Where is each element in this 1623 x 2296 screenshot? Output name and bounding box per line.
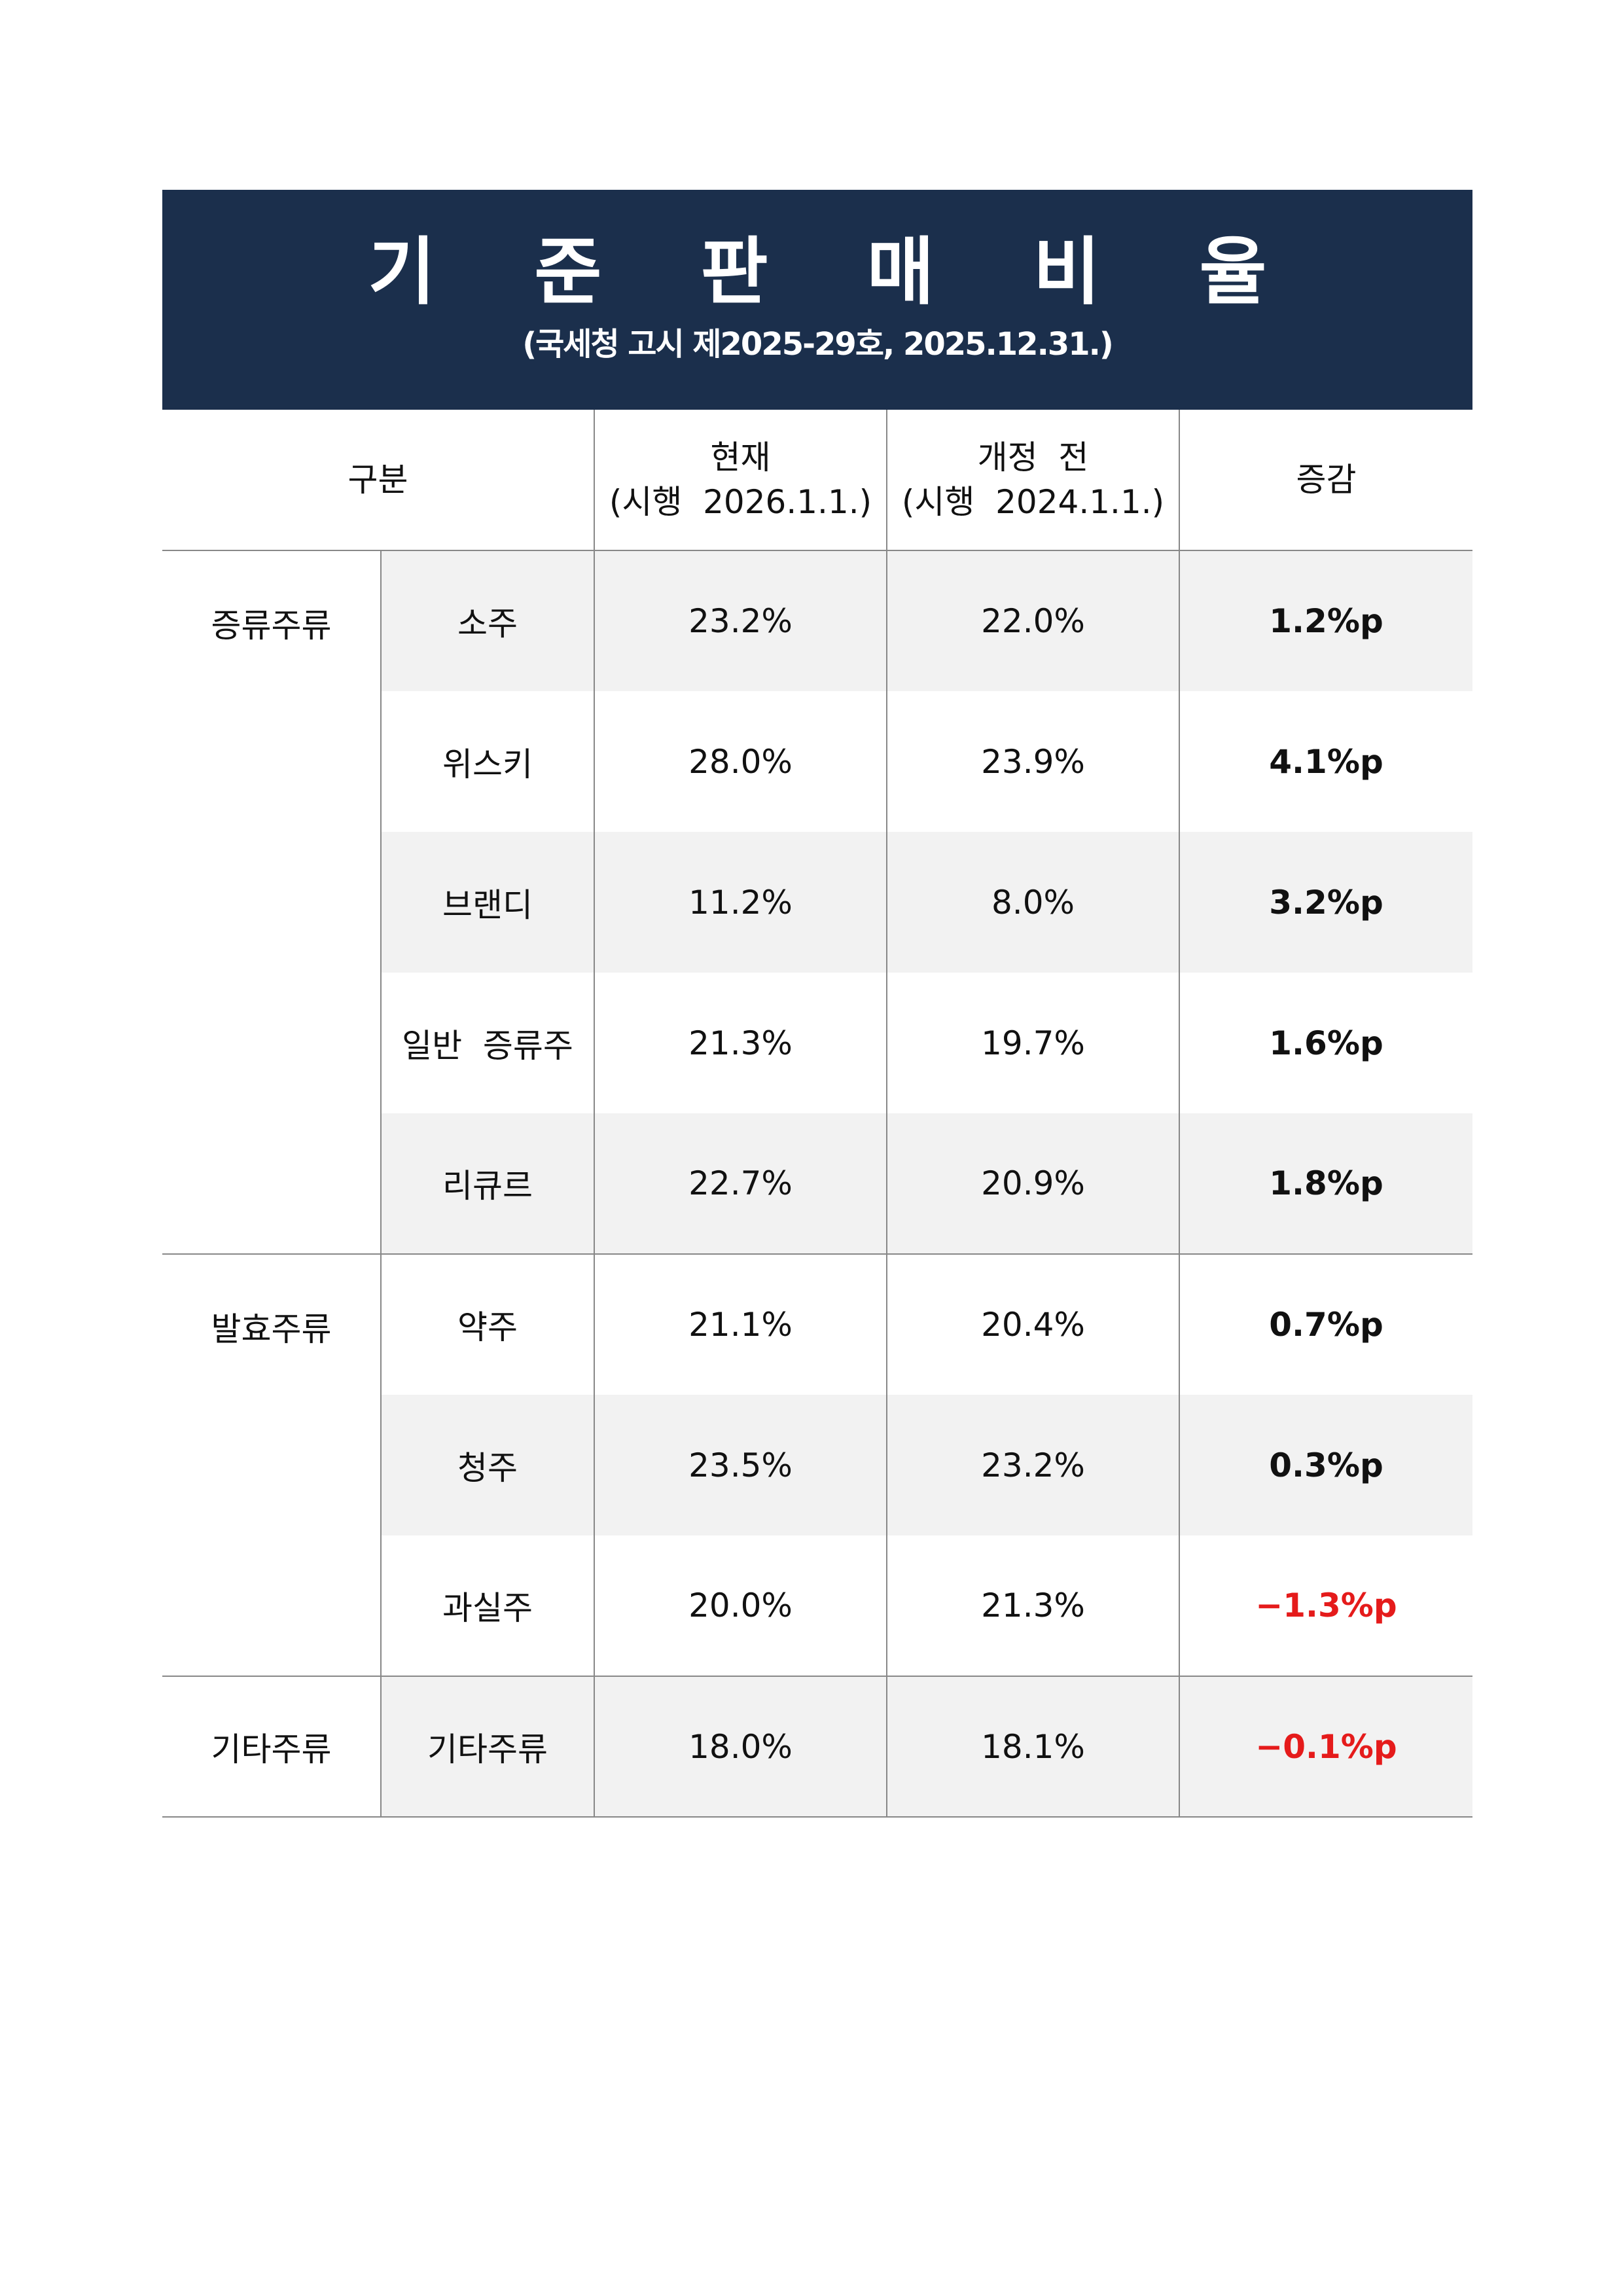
rate-change: 1.2%p xyxy=(1179,550,1472,691)
previous-rate: 20.9% xyxy=(886,1113,1179,1255)
table-row: 일반 증류주 21.3% 19.7% 1.6%p xyxy=(162,973,1472,1113)
item-name: 과실주 xyxy=(381,1535,594,1677)
rate-change: 0.3%p xyxy=(1179,1395,1472,1535)
item-name: 청주 xyxy=(381,1395,594,1535)
current-rate: 20.0% xyxy=(594,1535,887,1677)
header-previous-label: 개정 전 xyxy=(977,439,1089,476)
rate-change: 4.1%p xyxy=(1179,691,1472,832)
header-previous: 개정 전 (시행 2024.1.1.) xyxy=(886,410,1179,551)
item-name: 리큐르 xyxy=(381,1113,594,1255)
current-rate: 11.2% xyxy=(594,832,887,973)
rate-change: −1.3%p xyxy=(1179,1535,1472,1677)
current-rate: 21.1% xyxy=(594,1254,887,1395)
table-row: 기타주류 기타주류 18.0% 18.1% −0.1%p xyxy=(162,1676,1472,1818)
previous-rate: 8.0% xyxy=(886,832,1179,973)
header-current-date: (시행 2026.1.1.) xyxy=(609,483,872,521)
page-title: 기 준 판 매 비 율 xyxy=(368,230,1304,315)
previous-rate: 18.1% xyxy=(886,1676,1179,1818)
header-current-label: 현재 xyxy=(710,439,771,476)
group-label: 증류주류 xyxy=(162,550,382,1255)
rate-change: 1.8%p xyxy=(1179,1113,1472,1255)
table-row: 발효주류 약주 21.1% 20.4% 0.7%p xyxy=(162,1254,1472,1677)
previous-rate: 21.3% xyxy=(886,1535,1179,1677)
current-rate: 18.0% xyxy=(594,1676,887,1818)
item-name: 소주 xyxy=(381,550,594,691)
item-name: 브랜디 xyxy=(381,832,594,973)
item-name: 위스키 xyxy=(442,745,533,783)
table-row: 증류주류 소주 23.2% 22.0% 1.2%p xyxy=(162,550,1472,1255)
previous-rate: 22.0% xyxy=(886,550,1179,691)
current-rate: 23.5% xyxy=(594,1395,887,1535)
current-rate: 21.3% xyxy=(594,973,887,1113)
document: 기 준 판 매 비 율 (국세청 고시 제2025-29호, 2025.12.3… xyxy=(162,190,1472,1818)
table-row: 위스키 28.0% 23.9% 4.1%p xyxy=(162,691,1472,832)
header-category: 구분 xyxy=(162,410,594,551)
previous-rate: 20.4% xyxy=(886,1254,1179,1395)
rate-change: 3.2%p xyxy=(1179,832,1472,973)
header-previous-date: (시행 2024.1.1.) xyxy=(901,483,1165,521)
item-name: 약주 xyxy=(457,1308,518,1346)
table-row: 과실주 20.0% 21.3% −1.3%p xyxy=(162,1535,1472,1677)
table-row: 브랜디 11.2% 8.0% 3.2%p xyxy=(162,832,1472,973)
rate-change: 1.6%p xyxy=(1179,973,1472,1113)
current-rate: 22.7% xyxy=(594,1113,887,1255)
current-rate: 28.0% xyxy=(594,691,887,832)
previous-rate: 23.2% xyxy=(886,1395,1179,1535)
rate-change: 0.7%p xyxy=(1179,1254,1472,1395)
item-name: 기타주류 xyxy=(381,1676,594,1818)
table-row: 리큐르 22.7% 20.9% 1.8%p xyxy=(162,1113,1472,1255)
sales-ratio-table: 구분 현재 (시행 2026.1.1.) 개정 전 (시행 2024.1.1.)… xyxy=(162,410,1472,1818)
table-row: 청주 23.5% 23.2% 0.3%p xyxy=(162,1395,1472,1535)
current-rate: 23.2% xyxy=(594,550,887,691)
previous-rate: 19.7% xyxy=(886,973,1179,1113)
rate-change: −0.1%p xyxy=(1179,1676,1472,1818)
header-current: 현재 (시행 2026.1.1.) xyxy=(594,410,887,551)
item-name: 일반 증류주 xyxy=(402,1026,573,1065)
previous-rate: 23.9% xyxy=(886,691,1179,832)
header-change: 증감 xyxy=(1179,410,1472,551)
group-label: 발효주류 xyxy=(162,1254,382,1677)
title-banner: 기 준 판 매 비 율 (국세청 고시 제2025-29호, 2025.12.3… xyxy=(162,190,1472,410)
page-subtitle: (국세청 고시 제2025-29호, 2025.12.31.) xyxy=(522,326,1114,363)
table-header-row: 구분 현재 (시행 2026.1.1.) 개정 전 (시행 2024.1.1.)… xyxy=(162,410,1472,551)
group-label: 기타주류 xyxy=(162,1676,382,1818)
